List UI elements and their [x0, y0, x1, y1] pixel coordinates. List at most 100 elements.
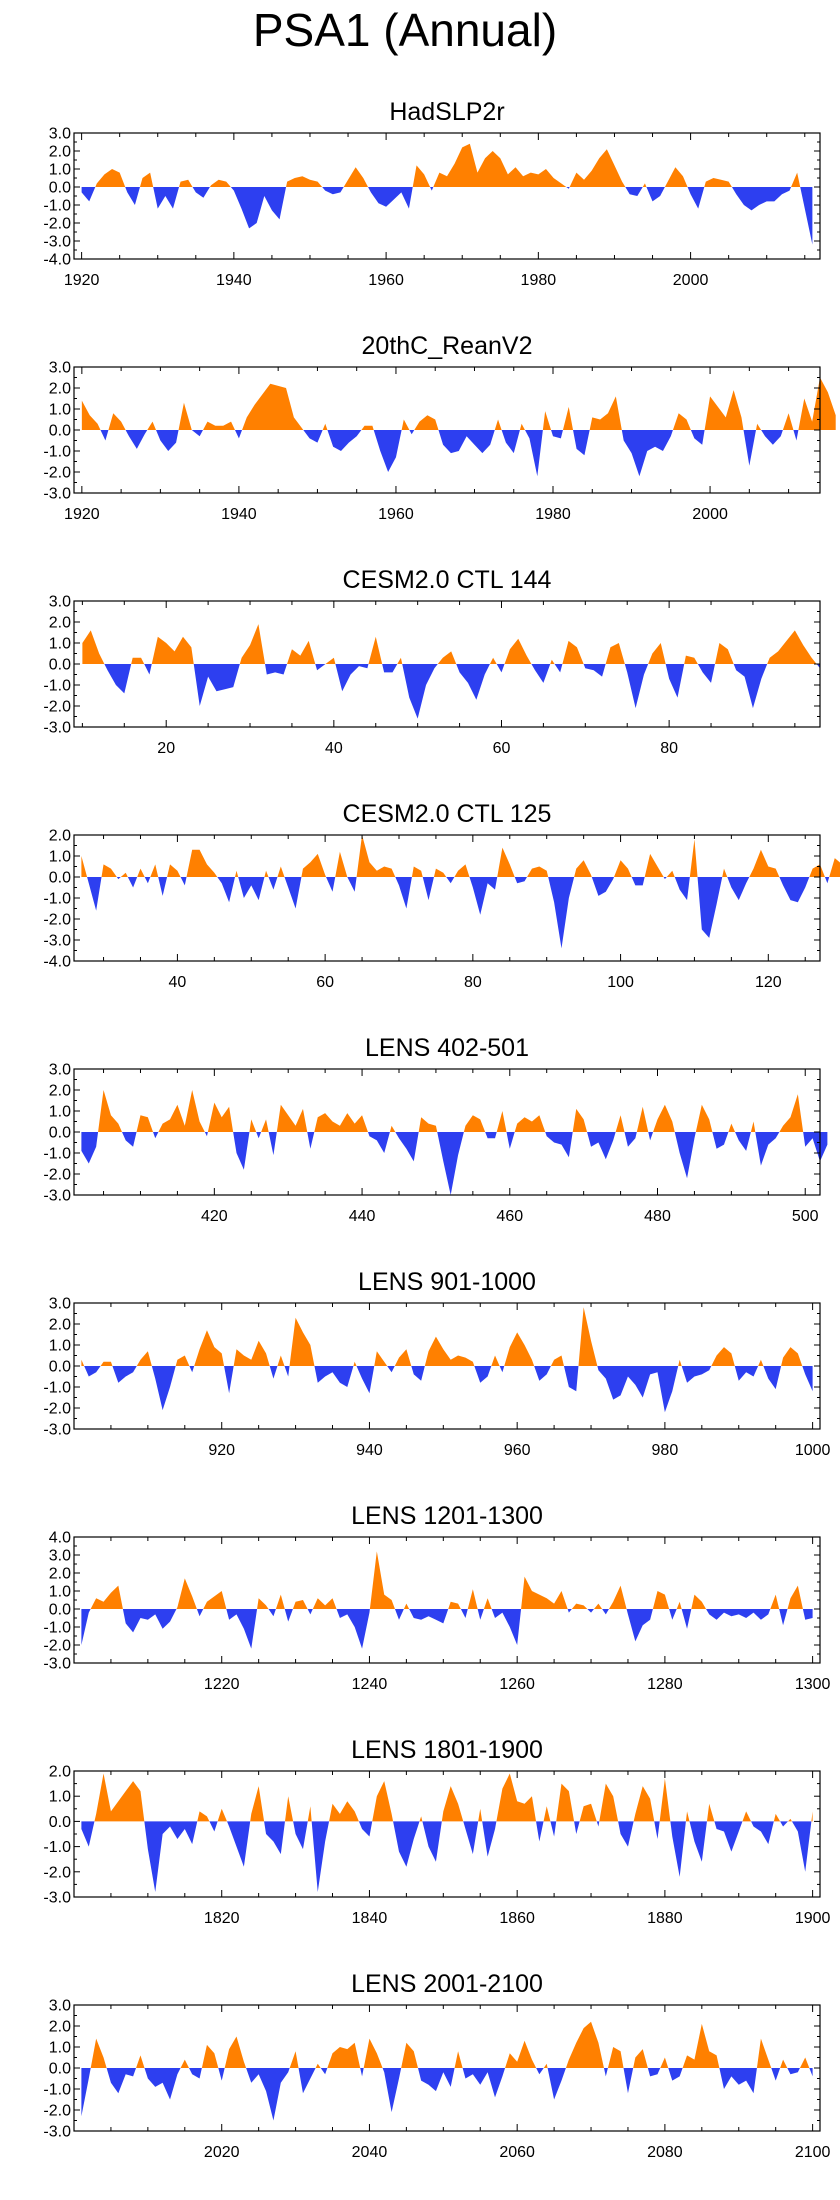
x-tick-label: 500 [792, 1208, 819, 1225]
y-tick-label: -4.0 [43, 252, 71, 269]
y-tick-label: 1.0 [49, 402, 71, 419]
x-tick-label: 120 [755, 974, 782, 991]
y-tick-label: 1.0 [49, 1338, 71, 1355]
x-tick-label: 80 [464, 974, 482, 991]
x-tick-label: 2080 [647, 2144, 683, 2161]
y-tick-label: 3.0 [49, 1296, 71, 1313]
y-tick-label: -2.0 [43, 216, 71, 233]
y-tick-label: -2.0 [43, 1638, 71, 1655]
negative-area [84, 1366, 813, 1413]
y-tick-label: 1.0 [49, 1584, 71, 1601]
panel-title: 20thC_ReanV2 [362, 332, 533, 360]
y-tick-label: -2.0 [43, 1401, 71, 1418]
y-tick-label: -3.0 [43, 1890, 71, 1907]
y-tick-label: 2.0 [49, 144, 71, 161]
x-tick-label: 1880 [647, 1910, 683, 1927]
y-tick-label: 0.0 [49, 870, 71, 887]
y-tick-label: -1.0 [43, 1146, 71, 1163]
x-tick-label: 60 [493, 740, 511, 757]
x-tick-label: 1960 [368, 272, 404, 289]
negative-area [81, 1132, 828, 1195]
x-tick-label: 940 [356, 1442, 383, 1459]
x-tick-label: 920 [208, 1442, 235, 1459]
y-tick-label: -2.0 [43, 912, 71, 929]
positive-area [95, 143, 801, 187]
y-tick-label: 3.0 [49, 360, 71, 377]
x-tick-label: 980 [652, 1442, 679, 1459]
x-tick-label: 480 [644, 1208, 671, 1225]
y-tick-label: -1.0 [43, 1839, 71, 1856]
panel-title: CESM2.0 CTL 144 [343, 566, 552, 594]
panel-title: LENS 402-501 [365, 1034, 529, 1062]
panel-7: LENS 1801-1900 2.0 1.0 0.0 -1.0 -2.0 -3.0 1820 1… [43, 1736, 830, 1927]
y-tick-label: -1.0 [43, 678, 71, 695]
y-tick-label: 4.0 [49, 1530, 71, 1547]
x-tick-label: 1940 [216, 272, 252, 289]
y-tick-label: 0.0 [49, 423, 71, 440]
x-tick-label: 1240 [352, 1676, 388, 1693]
x-tick-label: 60 [316, 974, 334, 991]
negative-area [81, 2068, 813, 2121]
x-tick-label: 20 [157, 740, 175, 757]
y-tick-label: -1.0 [43, 2082, 71, 2099]
y-tick-label: -3.0 [43, 234, 71, 251]
panel-2: CESM2.0 CTL 144 3.0 2.0 1.0 0.0 -1.0 -2.0 -3.0 2… [43, 566, 821, 757]
panel-title: LENS 901-1000 [358, 1268, 536, 1296]
positive-area [81, 377, 836, 430]
x-tick-label: 440 [349, 1208, 376, 1225]
positive-area [98, 1090, 804, 1132]
y-tick-label: 1.0 [49, 1789, 71, 1806]
y-tick-label: 2.0 [49, 2019, 71, 2036]
x-tick-label: 2060 [499, 2144, 535, 2161]
y-tick-label: -1.0 [43, 1380, 71, 1397]
y-tick-label: 1.0 [49, 849, 71, 866]
y-tick-label: -3.0 [43, 933, 71, 950]
x-tick-label: 1900 [795, 1910, 831, 1927]
y-tick-label: 0.0 [49, 180, 71, 197]
x-tick-label: 960 [504, 1442, 531, 1459]
y-tick-label: -3.0 [43, 720, 71, 737]
x-tick-label: 420 [201, 1208, 228, 1225]
negative-area [81, 187, 813, 245]
panel-5: LENS 901-1000 3.0 2.0 1.0 0.0 -1.0 -2.0 -3.0 920… [43, 1268, 830, 1459]
y-tick-label: -3.0 [43, 1656, 71, 1673]
x-tick-label: 1940 [221, 506, 257, 523]
panel-title: LENS 1201-1300 [351, 1502, 543, 1530]
y-tick-label: -3.0 [43, 1422, 71, 1439]
x-tick-label: 2020 [204, 2144, 240, 2161]
x-tick-label: 1920 [64, 506, 100, 523]
y-tick-label: -3.0 [43, 486, 71, 503]
y-tick-label: 3.0 [49, 1548, 71, 1565]
x-tick-label: 1980 [521, 272, 557, 289]
negative-area [104, 664, 820, 719]
x-tick-label: 1260 [499, 1676, 535, 1693]
x-tick-label: 2100 [795, 2144, 831, 2161]
y-tick-label: 2.0 [49, 1317, 71, 1334]
y-tick-label: 2.0 [49, 828, 71, 845]
x-tick-label: 2000 [673, 272, 709, 289]
y-tick-label: -2.0 [43, 699, 71, 716]
negative-area [81, 1821, 812, 1892]
y-tick-label: 3.0 [49, 126, 71, 143]
y-tick-label: -2.0 [43, 1864, 71, 1881]
panel-4: LENS 402-501 3.0 2.0 1.0 0.0 -1.0 -2.0 -3.0 420 4… [43, 1034, 828, 1225]
y-tick-label: 2.0 [49, 1764, 71, 1781]
y-tick-label: -1.0 [43, 891, 71, 908]
y-tick-label: 3.0 [49, 594, 71, 611]
positive-area [90, 2021, 810, 2068]
y-tick-label: -2.0 [43, 465, 71, 482]
plot-frame [73, 1770, 821, 1898]
y-tick-label: 1.0 [49, 636, 71, 653]
y-tick-label: -2.0 [43, 1167, 71, 1184]
y-tick-label: -1.0 [43, 1620, 71, 1637]
x-tick-label: 1860 [499, 1910, 535, 1927]
negative-area [100, 430, 799, 477]
x-tick-label: 1920 [64, 272, 100, 289]
panel-1: 20thC_ReanV2 3.0 2.0 1.0 0.0 -1.0 -2.0 -3.0 1920… [43, 332, 836, 523]
positive-area [81, 1307, 803, 1366]
y-tick-label: -4.0 [43, 954, 71, 971]
x-tick-label: 460 [496, 1208, 523, 1225]
y-tick-label: 0.0 [49, 657, 71, 674]
panel-6: LENS 1201-1300 4.03.02.01.00.0-1.0-2.0-3.… [43, 1502, 830, 1693]
